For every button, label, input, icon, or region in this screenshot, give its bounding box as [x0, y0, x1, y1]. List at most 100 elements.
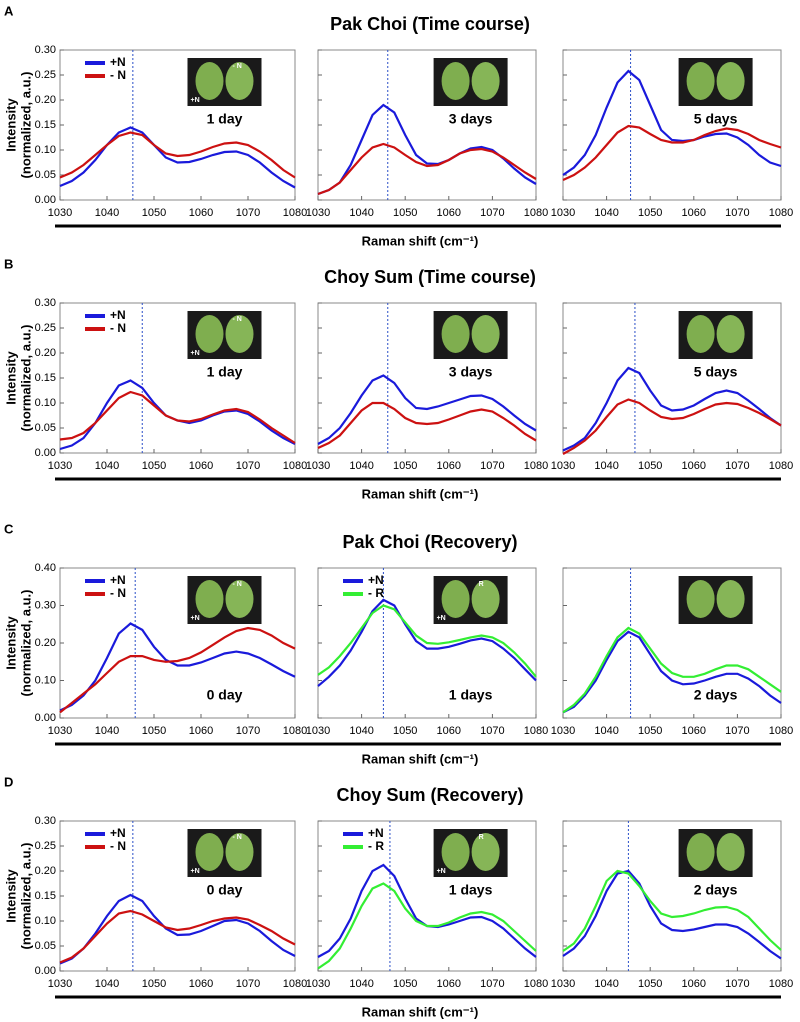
annotation: 1 day — [207, 111, 243, 127]
annotation: 5 days — [694, 364, 738, 380]
inset-label: +N — [191, 97, 200, 104]
annotation: 2 days — [694, 687, 738, 703]
y-tick-label: 0.00 — [35, 194, 56, 206]
x-tick-label: 1030 — [48, 725, 72, 737]
line-series — [562, 69, 782, 176]
y-tick-label: 0.10 — [35, 397, 56, 409]
leaf — [225, 580, 254, 618]
x-tick-label: 1050 — [393, 978, 417, 990]
inset-label: - N — [233, 581, 242, 588]
inset-label: - N — [233, 834, 242, 841]
leaf — [441, 315, 470, 353]
x-tick-label: 1030 — [306, 460, 330, 472]
annotation: 1 days — [449, 687, 493, 703]
x-tick-label: 1040 — [95, 978, 119, 990]
x-tick-label: 1040 — [95, 207, 119, 219]
annotation: 0 day — [207, 687, 243, 703]
x-tick-label: 1040 — [594, 207, 618, 219]
y-tick-label: 0.30 — [35, 599, 56, 611]
y-tick-label: 0.30 — [35, 44, 56, 56]
legend-label: +N — [110, 308, 126, 322]
x-tick-label: 1050 — [142, 725, 166, 737]
line-series — [317, 401, 537, 449]
line-series — [59, 622, 296, 712]
legend-label: - N — [110, 321, 126, 335]
annotation: 3 days — [449, 364, 493, 380]
y-tick-label: 0.25 — [35, 840, 56, 852]
y-axis-label: Intensity — [3, 351, 18, 405]
leaf — [195, 833, 224, 871]
x-tick-label: 1060 — [437, 725, 461, 737]
y-axis-label: (normalized, a.u.) — [18, 72, 33, 179]
x-tick-label: 1040 — [349, 978, 373, 990]
x-tick-label: 1080 — [283, 460, 307, 472]
leaf — [195, 62, 224, 100]
x-tick-label: 1060 — [437, 460, 461, 472]
y-tick-label: 0.00 — [35, 712, 56, 724]
x-axis-label: Raman shift (cm⁻¹) — [362, 1004, 479, 1019]
line-series — [59, 909, 296, 964]
line-series — [317, 882, 537, 970]
inset-label: +N — [437, 615, 446, 622]
line-series — [59, 893, 296, 965]
inset-label: R — [479, 581, 484, 588]
inset-label: - N — [233, 63, 242, 70]
row-title: Pak Choi (Recovery) — [342, 532, 517, 552]
x-tick-label: 1060 — [189, 460, 213, 472]
y-tick-label: 0.10 — [35, 915, 56, 927]
leaf — [225, 315, 254, 353]
y-tick-label: 0.15 — [35, 372, 56, 384]
legend-label: - N — [110, 586, 126, 600]
line-series — [317, 103, 537, 196]
x-tick-label: 1060 — [189, 207, 213, 219]
x-tick-label: 1050 — [638, 725, 662, 737]
panel-letter: C — [4, 521, 14, 536]
y-tick-label: 0.20 — [35, 865, 56, 877]
x-tick-label: 1030 — [306, 725, 330, 737]
y-tick-label: 0.10 — [35, 144, 56, 156]
line-series — [562, 366, 782, 452]
panel-letter: D — [4, 774, 13, 789]
y-axis-label: (normalized, a.u.) — [18, 590, 33, 697]
y-tick-label: 0.10 — [35, 674, 56, 686]
legend-label: +N — [110, 55, 126, 69]
legend-label: +N — [368, 826, 384, 840]
x-tick-label: 1050 — [393, 207, 417, 219]
line-series — [317, 604, 537, 678]
x-tick-label: 1070 — [725, 978, 749, 990]
inset-label: R — [479, 834, 484, 841]
x-tick-label: 1040 — [349, 725, 373, 737]
panel-letter: B — [4, 256, 13, 271]
x-tick-label: 1080 — [524, 725, 548, 737]
y-tick-label: 0.05 — [35, 422, 56, 434]
y-axis-label: Intensity — [3, 869, 18, 923]
annotation: 2 days — [694, 882, 738, 898]
annotation: 1 days — [449, 882, 493, 898]
x-tick-label: 1080 — [283, 207, 307, 219]
x-tick-label: 1030 — [551, 978, 575, 990]
y-tick-label: 0.25 — [35, 69, 56, 81]
x-axis-label: Raman shift (cm⁻¹) — [362, 233, 479, 248]
x-tick-label: 1050 — [393, 725, 417, 737]
y-tick-label: 0.00 — [35, 965, 56, 977]
inset-label: +N — [191, 615, 200, 622]
x-tick-label: 1030 — [48, 978, 72, 990]
line-series — [562, 630, 782, 714]
x-tick-label: 1050 — [638, 978, 662, 990]
x-tick-label: 1040 — [95, 725, 119, 737]
y-axis-label: Intensity — [3, 98, 18, 152]
legend-label: +N — [368, 573, 384, 587]
x-tick-label: 1050 — [142, 207, 166, 219]
x-tick-label: 1030 — [551, 207, 575, 219]
x-tick-label: 1060 — [682, 725, 706, 737]
leaf — [471, 62, 500, 100]
leaf — [716, 62, 745, 100]
legend-label: - N — [110, 839, 126, 853]
line-series — [562, 869, 782, 960]
x-tick-label: 1070 — [725, 207, 749, 219]
x-tick-label: 1080 — [524, 978, 548, 990]
line-series — [562, 124, 782, 181]
leaf — [441, 62, 470, 100]
annotation: 5 days — [694, 111, 738, 127]
